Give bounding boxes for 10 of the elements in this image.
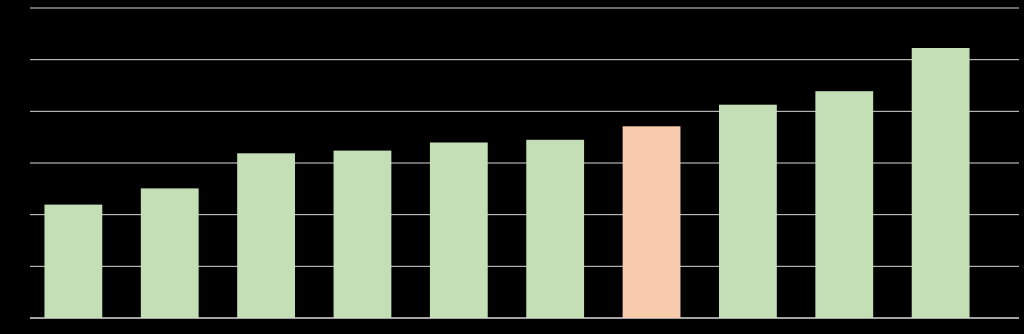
bar <box>333 150 392 318</box>
bar <box>429 142 488 318</box>
bar <box>622 126 681 318</box>
bar <box>526 139 585 318</box>
bar <box>719 104 777 318</box>
bar <box>44 204 103 318</box>
bar <box>237 153 295 318</box>
bar <box>140 188 199 318</box>
bar <box>815 91 874 318</box>
bar <box>911 48 970 318</box>
